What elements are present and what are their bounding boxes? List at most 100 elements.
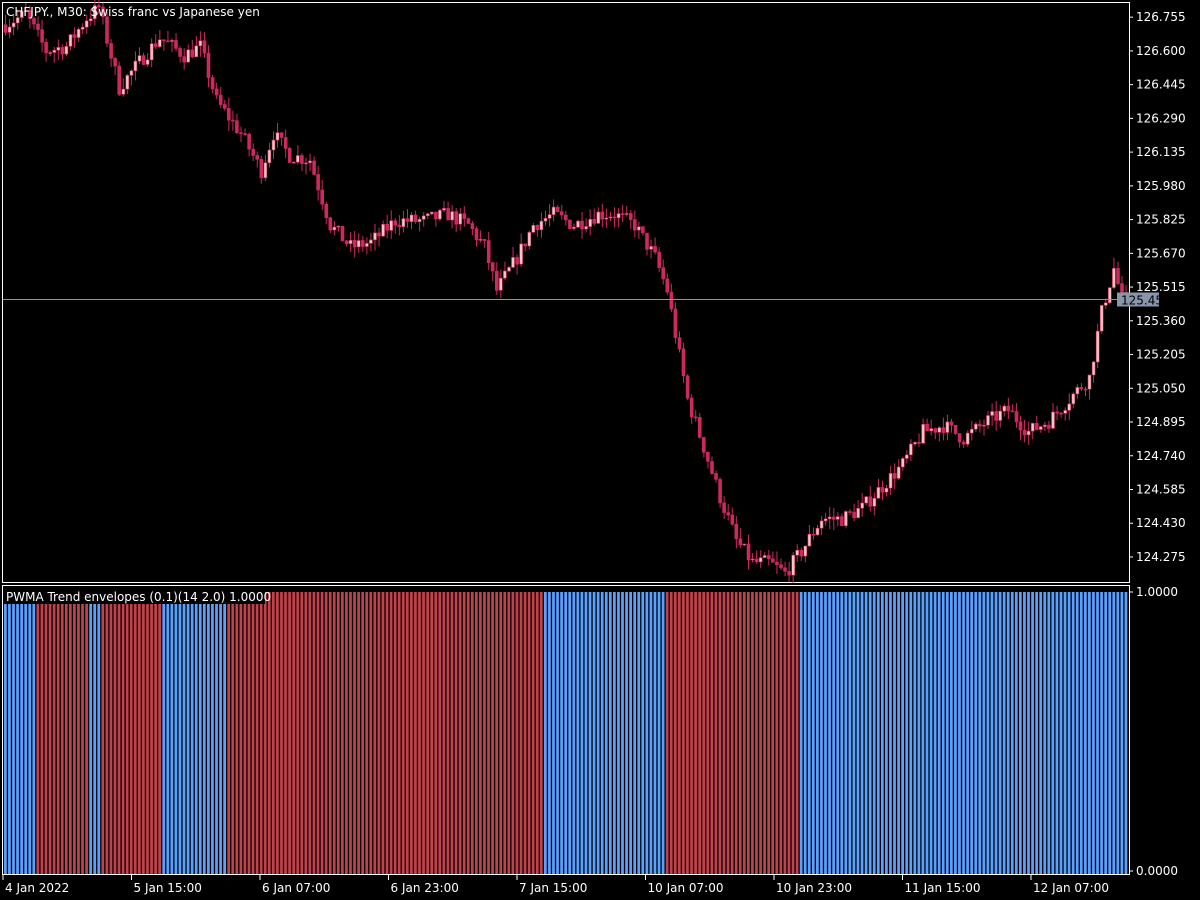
trend-bar-up: [807, 592, 811, 874]
trend-bar-down: [706, 592, 710, 874]
candle-bull: [417, 219, 422, 223]
current-price-tag-bg: [1117, 292, 1159, 307]
trend-bar-up: [937, 592, 941, 874]
trend-bar-up: [1088, 592, 1091, 874]
trend-bar-up: [1079, 592, 1083, 874]
candle-bear: [799, 549, 804, 557]
trend-bar-up: [958, 592, 961, 874]
candle-bear: [559, 211, 564, 216]
trend-bar-down: [271, 592, 275, 874]
trend-bar-down: [503, 592, 507, 874]
candle-bull: [872, 497, 877, 507]
candle-bear: [482, 239, 487, 241]
candle-bull: [969, 428, 974, 434]
trend-bar-up: [832, 592, 835, 874]
trend-bar-down: [507, 592, 511, 874]
candle-bear: [685, 375, 690, 399]
candle-bull: [76, 28, 81, 38]
candle-bear: [600, 211, 605, 220]
candle-bear: [377, 232, 381, 237]
trend-bar-down: [328, 592, 332, 874]
trend-bar-up: [89, 592, 93, 874]
trend-bar-down: [401, 592, 405, 874]
candle-bear: [710, 461, 714, 474]
candle-bull: [271, 139, 276, 151]
trend-bar-down: [714, 592, 718, 874]
trend-bar-down: [470, 592, 474, 874]
candle-bear: [811, 533, 816, 536]
trend-bar-up: [1104, 592, 1108, 874]
candle-bear: [1018, 421, 1023, 431]
trend-bar-up: [166, 592, 170, 874]
trend-bar-up: [1010, 592, 1014, 874]
trend-bar-down: [133, 592, 137, 874]
trend-bar-down: [377, 592, 381, 874]
trend-bar-up: [20, 592, 23, 874]
trend-bar-up: [629, 592, 632, 874]
candle-bull: [588, 219, 593, 227]
candle-bull: [129, 70, 134, 76]
trend-bar-down: [276, 592, 279, 874]
trend-bar-down: [726, 592, 730, 874]
price-tick-label: 126.290: [1136, 111, 1186, 125]
trend-bar-up: [211, 592, 214, 874]
candle-bull: [409, 214, 414, 222]
candle-bull: [596, 211, 601, 224]
trend-bar-down: [357, 592, 360, 874]
trend-bar-down: [44, 592, 48, 874]
trend-bar-down: [68, 592, 72, 874]
candle-bear: [162, 39, 166, 42]
candle-bull: [15, 17, 20, 24]
candle-bull: [365, 243, 369, 247]
candle-bear: [113, 57, 117, 67]
trend-bar-up: [219, 592, 222, 874]
candle-bull: [1067, 403, 1071, 411]
trend-bar-down: [235, 592, 239, 874]
candle-bull: [89, 18, 93, 22]
indicator-title-box: PWMA Trend envelopes (0.1)(14 2.0) 1.000…: [3, 588, 271, 604]
trend-bar-down: [385, 592, 389, 874]
trend-bar-down: [527, 592, 531, 874]
trend-bar-up: [885, 592, 888, 874]
trend-bar-up: [1112, 592, 1116, 874]
candle-bear: [515, 257, 519, 265]
trend-bar-up: [608, 592, 612, 874]
candle-bear: [223, 104, 227, 109]
trend-bar-up: [556, 592, 559, 874]
trend-bar-up: [190, 592, 194, 874]
trend-bar-up: [1092, 592, 1095, 874]
trend-bar-up: [876, 592, 880, 874]
trend-bar-up: [162, 592, 166, 874]
price-axis: 126.755 126.600 126.445 126.290 126.135 125.9…: [1129, 10, 1186, 564]
trend-bar-up: [186, 592, 190, 874]
candle-bear: [454, 211, 459, 225]
candle-bull: [304, 162, 308, 165]
trend-bar-up: [949, 592, 953, 874]
candle-bull: [1039, 426, 1043, 430]
candle-bull: [1043, 424, 1047, 427]
trend-bar-up: [170, 592, 174, 874]
candle-bear: [340, 225, 345, 242]
candle-bear: [673, 308, 678, 338]
candle-bull: [336, 225, 341, 228]
candle-bear: [60, 47, 65, 55]
candle-bear: [105, 16, 109, 44]
candle-bull: [93, 5, 97, 19]
candle-bear: [949, 421, 954, 426]
price-tick-label: 125.825: [1136, 213, 1186, 227]
candle-bear: [97, 5, 101, 8]
trend-bar-up: [893, 592, 896, 874]
candle-bear: [1059, 412, 1063, 415]
candle-bull: [52, 49, 57, 53]
candle-bull: [68, 34, 73, 47]
candle-bull: [965, 432, 970, 445]
candle-bear: [174, 40, 178, 49]
trend-bar-down: [690, 592, 693, 874]
candle-bull: [369, 239, 373, 244]
candle-bear: [953, 424, 958, 434]
trend-bar-up: [194, 592, 198, 874]
trend-bar-up: [625, 592, 628, 874]
trend-bar-up: [962, 592, 965, 874]
candle-bull: [442, 208, 446, 211]
